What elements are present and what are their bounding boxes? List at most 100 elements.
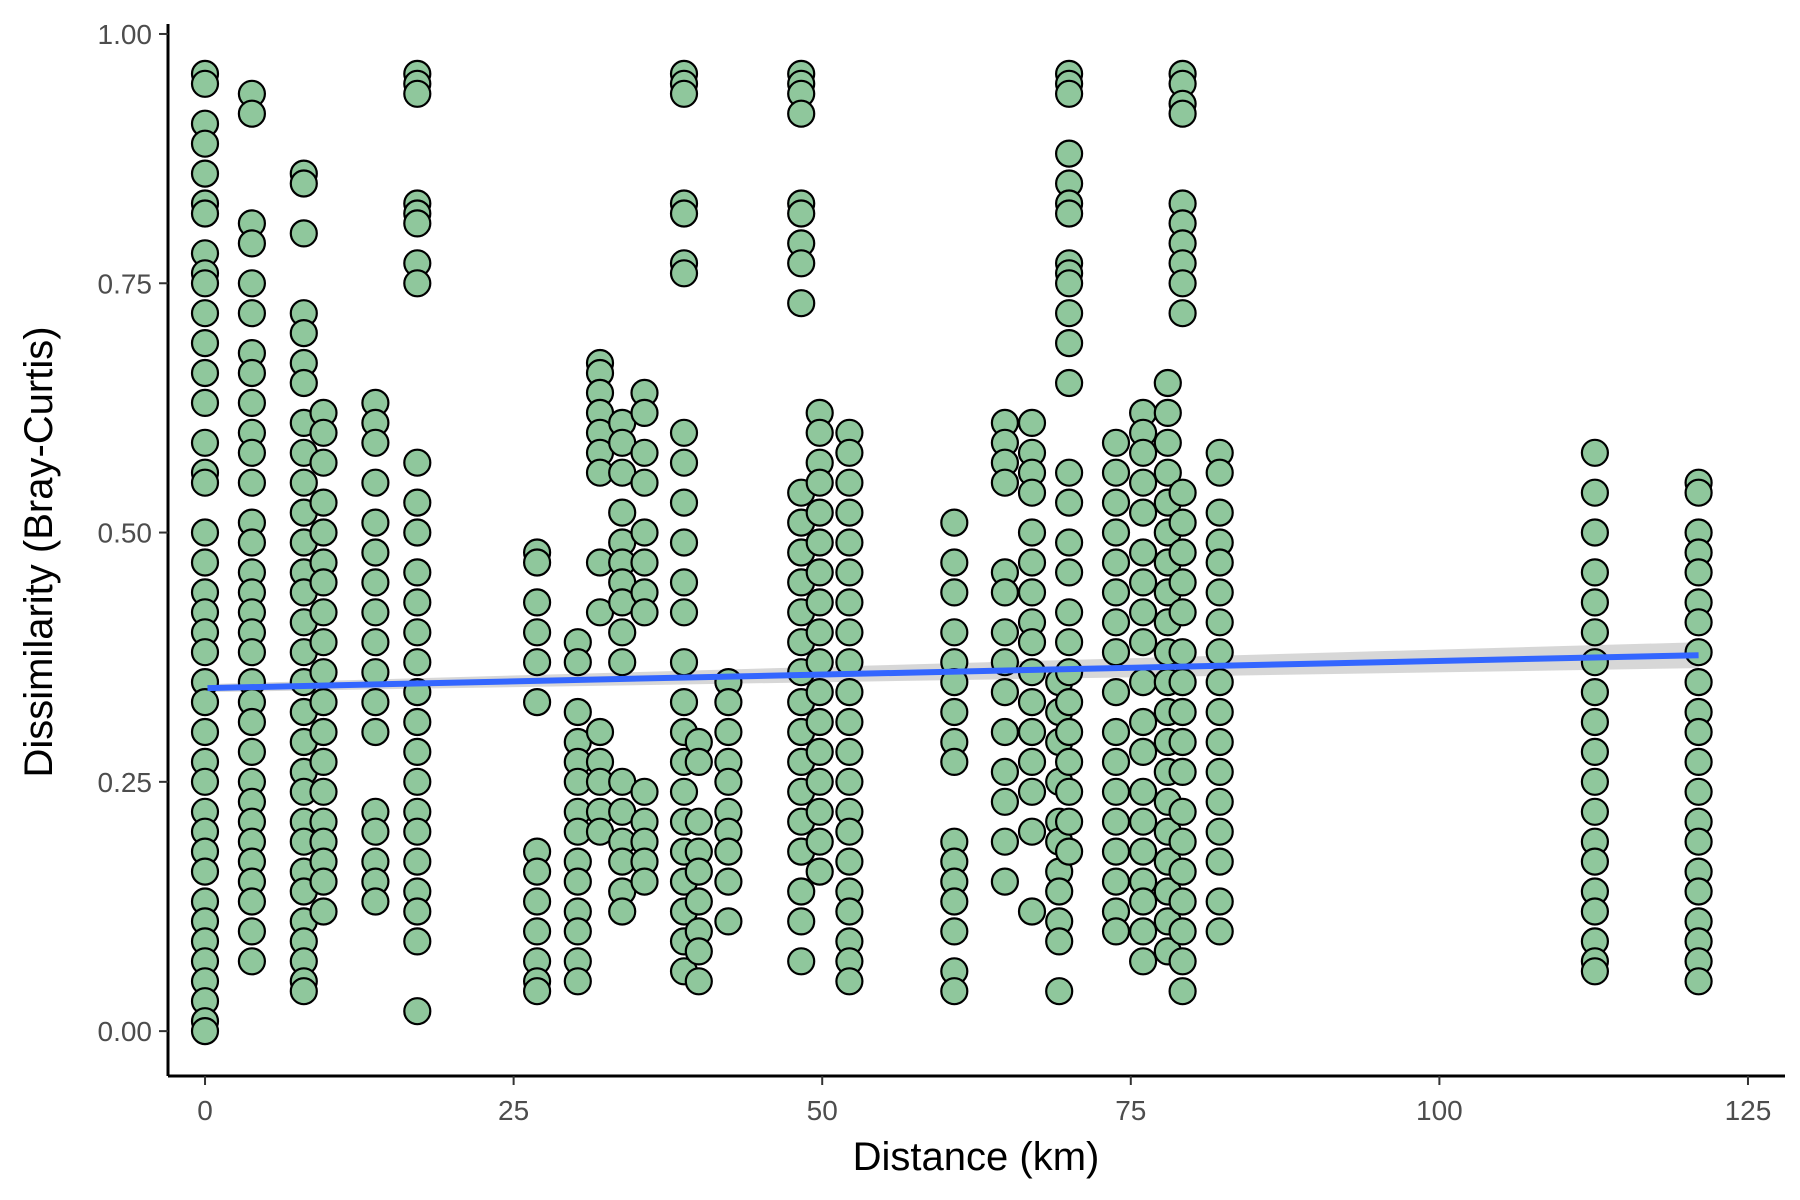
data-point bbox=[805, 857, 834, 886]
data-point bbox=[608, 618, 637, 647]
data-point bbox=[403, 618, 432, 647]
data-point bbox=[1684, 827, 1713, 856]
data-point bbox=[289, 368, 318, 398]
data-point bbox=[1168, 638, 1197, 667]
data-point bbox=[1045, 927, 1074, 956]
data-point bbox=[309, 418, 338, 447]
data-point bbox=[361, 508, 390, 537]
data-point bbox=[1017, 518, 1047, 547]
data-point bbox=[289, 319, 318, 348]
data-point bbox=[940, 578, 969, 607]
data-point bbox=[1101, 807, 1131, 836]
data-point bbox=[835, 498, 864, 527]
data-point bbox=[608, 648, 637, 677]
data-points-layer bbox=[190, 59, 1713, 1046]
data-point bbox=[940, 977, 969, 1006]
data-point bbox=[1168, 568, 1197, 597]
data-point bbox=[835, 967, 864, 996]
data-point bbox=[714, 907, 743, 936]
data-point bbox=[522, 917, 552, 946]
data-point bbox=[403, 448, 432, 477]
data-point bbox=[1101, 747, 1131, 777]
data-point bbox=[1580, 518, 1610, 547]
data-point bbox=[1054, 628, 1084, 657]
data-point bbox=[190, 159, 220, 188]
data-point bbox=[835, 847, 864, 876]
data-point bbox=[805, 677, 834, 707]
data-point bbox=[522, 588, 552, 617]
data-point bbox=[1017, 548, 1047, 577]
data-point bbox=[1054, 368, 1084, 398]
data-point bbox=[190, 857, 220, 886]
data-point bbox=[1128, 568, 1158, 597]
data-point bbox=[835, 588, 864, 617]
data-point bbox=[361, 568, 390, 597]
data-point bbox=[563, 967, 592, 996]
data-point bbox=[1684, 717, 1713, 747]
data-point bbox=[309, 717, 338, 747]
data-point bbox=[403, 897, 432, 926]
data-point bbox=[1101, 917, 1131, 946]
data-point bbox=[190, 638, 220, 667]
data-point bbox=[714, 837, 743, 866]
data-point bbox=[805, 797, 834, 826]
data-point bbox=[361, 598, 390, 627]
x-axis-title: Distance (km) bbox=[853, 1135, 1100, 1179]
data-point bbox=[361, 538, 390, 567]
data-point bbox=[237, 917, 266, 946]
data-point bbox=[1168, 917, 1197, 946]
data-point bbox=[1205, 727, 1234, 757]
data-point bbox=[990, 827, 1020, 856]
data-point bbox=[1101, 548, 1131, 577]
data-point bbox=[1054, 299, 1084, 328]
data-point bbox=[1054, 598, 1084, 627]
data-point bbox=[237, 737, 266, 767]
data-point bbox=[1054, 528, 1084, 557]
data-point bbox=[1128, 667, 1158, 697]
data-point bbox=[190, 299, 220, 328]
data-point bbox=[309, 628, 338, 657]
data-point bbox=[787, 199, 816, 228]
data-point bbox=[714, 717, 743, 747]
data-point bbox=[684, 747, 713, 777]
data-point bbox=[190, 687, 220, 717]
data-point bbox=[1580, 737, 1610, 767]
data-point bbox=[190, 269, 220, 298]
data-point bbox=[1128, 707, 1158, 737]
data-point bbox=[990, 468, 1020, 497]
data-point bbox=[1580, 478, 1610, 507]
data-point bbox=[630, 398, 659, 427]
data-point bbox=[403, 269, 432, 298]
data-point bbox=[1017, 687, 1047, 717]
data-point bbox=[1153, 398, 1182, 427]
data-point bbox=[1017, 478, 1047, 507]
data-point bbox=[714, 867, 743, 896]
data-point bbox=[1054, 807, 1084, 836]
data-point bbox=[1168, 508, 1197, 537]
data-point bbox=[1205, 757, 1234, 787]
data-point bbox=[1684, 608, 1713, 637]
data-point bbox=[835, 707, 864, 737]
data-point bbox=[684, 937, 713, 966]
data-point bbox=[361, 428, 390, 457]
axes-layer: 0 25 50 75 100 125 0.00 0.25 0.50 0.75 1.00 bbox=[98, 19, 1785, 1126]
data-point bbox=[1205, 548, 1234, 577]
data-point bbox=[805, 737, 834, 767]
data-point bbox=[1101, 638, 1131, 667]
data-point bbox=[1684, 638, 1713, 667]
data-point bbox=[522, 887, 552, 916]
data-point bbox=[361, 717, 390, 747]
data-point bbox=[1580, 897, 1610, 926]
data-point bbox=[835, 817, 864, 846]
data-point bbox=[1684, 877, 1713, 906]
data-point bbox=[1168, 727, 1197, 757]
data-point bbox=[835, 438, 864, 467]
data-point bbox=[309, 687, 338, 717]
data-point bbox=[608, 897, 637, 926]
data-point bbox=[289, 977, 318, 1006]
data-point bbox=[1684, 558, 1713, 587]
data-point bbox=[787, 99, 816, 128]
x-tick-label: 125 bbox=[1725, 1095, 1772, 1126]
data-point bbox=[1580, 767, 1610, 796]
data-point bbox=[1128, 498, 1158, 527]
